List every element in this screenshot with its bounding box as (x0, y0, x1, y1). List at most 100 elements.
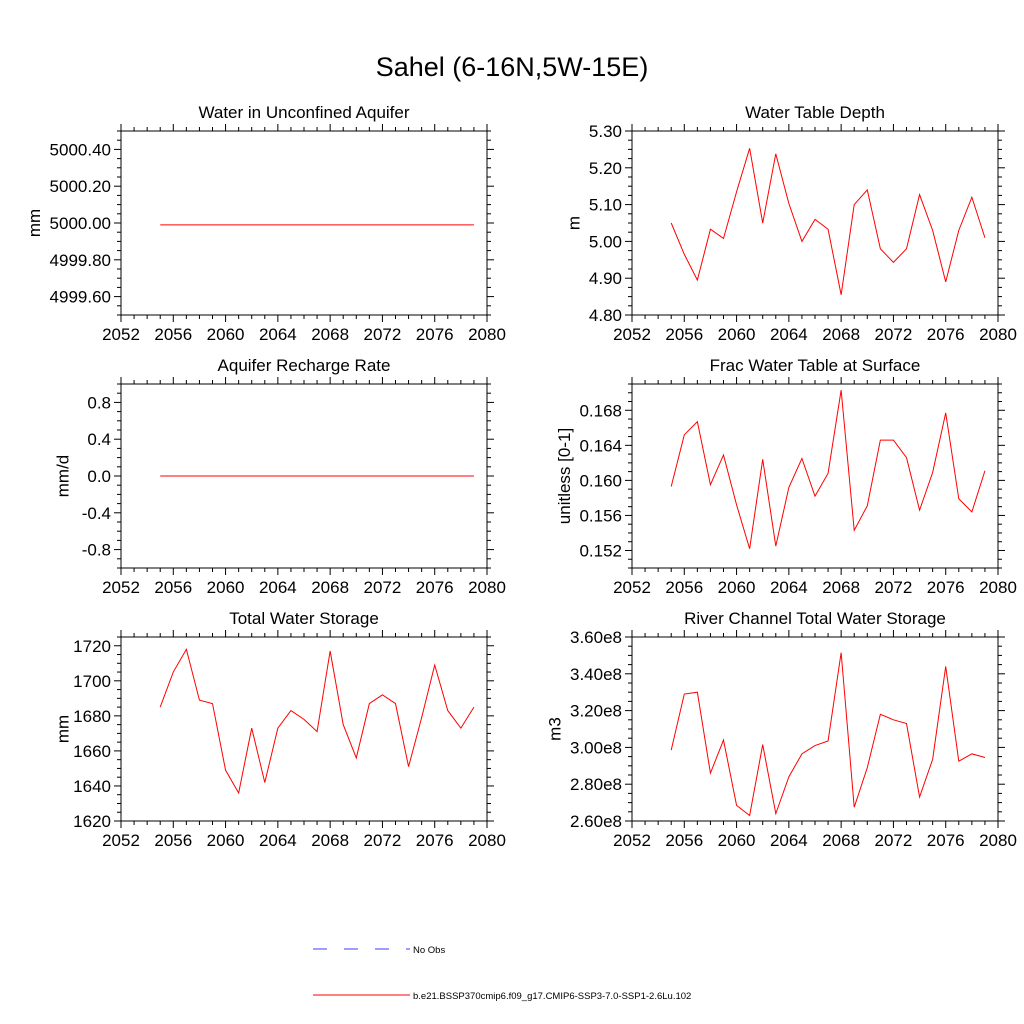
y-tick-label: 0.164 (579, 436, 622, 455)
y-tick-label: 0.156 (579, 506, 622, 525)
x-tick-label: 2056 (154, 831, 192, 850)
x-tick-label: 2060 (207, 325, 245, 344)
y-tick-label: 1620 (73, 812, 111, 831)
y-tick-label: 0.160 (579, 471, 622, 490)
legend-label-model: b.e21.BSSP370cmip6.f09_g17.CMIP6-SSP3-7.… (413, 991, 691, 1002)
y-axis-label: m3 (545, 717, 564, 741)
x-tick-label: 2068 (822, 578, 860, 597)
y-tick-label: 0.8 (87, 393, 111, 412)
x-tick-label: 2080 (468, 325, 506, 344)
y-tick-label: 0.152 (579, 541, 622, 560)
x-tick-label: 2052 (102, 325, 140, 344)
y-tick-label: 3.20e8 (570, 702, 622, 721)
x-tick-label: 2080 (979, 325, 1017, 344)
y-tick-label: 0.168 (579, 401, 622, 420)
x-tick-label: 2052 (613, 325, 651, 344)
series-line-0 (670, 652, 986, 817)
chart-panel-0: Water in Unconfined Aquifer 2052 2056 2060 2… (25, 103, 506, 344)
x-tick-label: 2080 (979, 831, 1017, 850)
series-line-0 (670, 390, 986, 549)
y-tick-label: 0.0 (87, 467, 111, 486)
legend-item-obs: No Obs (313, 945, 445, 956)
x-tick-label: 2060 (718, 831, 756, 850)
y-tick-label: 5.30 (589, 122, 622, 141)
y-axis-label: mm (25, 209, 44, 237)
x-tick-label: 2076 (416, 578, 454, 597)
plot-frame (631, 636, 999, 822)
y-tick-label: 5.00 (589, 232, 622, 251)
x-tick-label: 2068 (311, 831, 349, 850)
y-tick-label: 1700 (73, 672, 111, 691)
main-title: Sahel (6-16N,5W-15E) (375, 52, 649, 82)
chart-title: Total Water Storage (229, 609, 379, 628)
x-tick-label: 2076 (416, 325, 454, 344)
legend-label-obs: No Obs (413, 945, 445, 956)
x-tick-label: 2072 (364, 578, 402, 597)
x-tick-label: 2056 (665, 831, 703, 850)
y-tick-label: 3.40e8 (570, 665, 622, 684)
x-tick-label: 2080 (468, 831, 506, 850)
x-tick-label: 2076 (927, 578, 965, 597)
chart-title: Frac Water Table at Surface (710, 356, 921, 375)
x-tick-label: 2052 (102, 578, 140, 597)
y-tick-label: -0.8 (82, 541, 111, 560)
y-tick-label: 4999.80 (50, 251, 111, 270)
y-tick-label: -0.4 (82, 504, 111, 523)
x-tick-label: 2068 (822, 325, 860, 344)
y-tick-label: 5000.20 (50, 177, 111, 196)
y-tick-label: 5000.00 (50, 214, 111, 233)
x-tick-label: 2072 (875, 578, 913, 597)
legend-item-model: b.e21.BSSP370cmip6.f09_g17.CMIP6-SSP3-7.… (313, 991, 691, 1002)
x-tick-label: 2064 (259, 831, 297, 850)
y-axis-label: m (565, 216, 584, 230)
y-tick-label: 1640 (73, 777, 111, 796)
x-tick-label: 2072 (364, 325, 402, 344)
y-tick-label: 2.80e8 (570, 775, 622, 794)
y-tick-label: 3.60e8 (570, 628, 622, 647)
y-tick-label: 0.4 (87, 430, 111, 449)
plot-frame (120, 636, 488, 822)
plot-frame (120, 130, 488, 316)
y-tick-label: 5000.40 (50, 140, 111, 159)
plot-frame (631, 130, 999, 316)
x-tick-label: 2052 (613, 831, 651, 850)
main-title-container: Sahel (6-16N,5W-15E) (0, 52, 1024, 83)
series-line-0 (159, 647, 475, 795)
chart-panel-5: River Channel Total Water Storage 2052 205… (545, 609, 1017, 850)
x-tick-label: 2064 (259, 578, 297, 597)
chart-panel-3: Frac Water Table at Surface 2052 2056 2060 2… (555, 356, 1017, 597)
x-tick-label: 2060 (718, 325, 756, 344)
y-tick-label: 5.10 (589, 196, 622, 215)
x-tick-label: 2056 (665, 325, 703, 344)
y-axis-label: unitless [0-1] (555, 428, 574, 524)
x-tick-label: 2052 (102, 831, 140, 850)
y-tick-label: 4.80 (589, 306, 622, 325)
y-tick-label: 1720 (73, 637, 111, 656)
x-tick-label: 2056 (154, 578, 192, 597)
x-tick-label: 2072 (364, 831, 402, 850)
chart-panel-4: Total Water Storage 2052 2056 2060 2064 2068 2… (54, 609, 506, 850)
x-tick-label: 2076 (416, 831, 454, 850)
y-axis-label: mm (54, 715, 73, 743)
panels: Water in Unconfined Aquifer 2052 2056 2060 2… (25, 103, 1017, 850)
x-tick-label: 2072 (875, 831, 913, 850)
x-tick-label: 2080 (468, 578, 506, 597)
x-tick-label: 2060 (718, 578, 756, 597)
chart-title: Water in Unconfined Aquifer (198, 103, 409, 122)
x-tick-label: 2068 (311, 578, 349, 597)
y-tick-label: 2.60e8 (570, 812, 622, 831)
chart-title: Aquifer Recharge Rate (218, 356, 391, 375)
x-tick-label: 2072 (875, 325, 913, 344)
x-tick-label: 2080 (979, 578, 1017, 597)
series-line-0 (670, 148, 986, 295)
x-tick-label: 2064 (259, 325, 297, 344)
chart-title: Water Table Depth (745, 103, 885, 122)
x-tick-label: 2064 (770, 578, 808, 597)
y-axis-label: mm/d (54, 455, 73, 498)
x-tick-label: 2056 (154, 325, 192, 344)
x-tick-label: 2060 (207, 578, 245, 597)
y-tick-label: 1680 (73, 707, 111, 726)
y-tick-label: 4999.60 (50, 288, 111, 307)
y-tick-label: 4.90 (589, 269, 622, 288)
